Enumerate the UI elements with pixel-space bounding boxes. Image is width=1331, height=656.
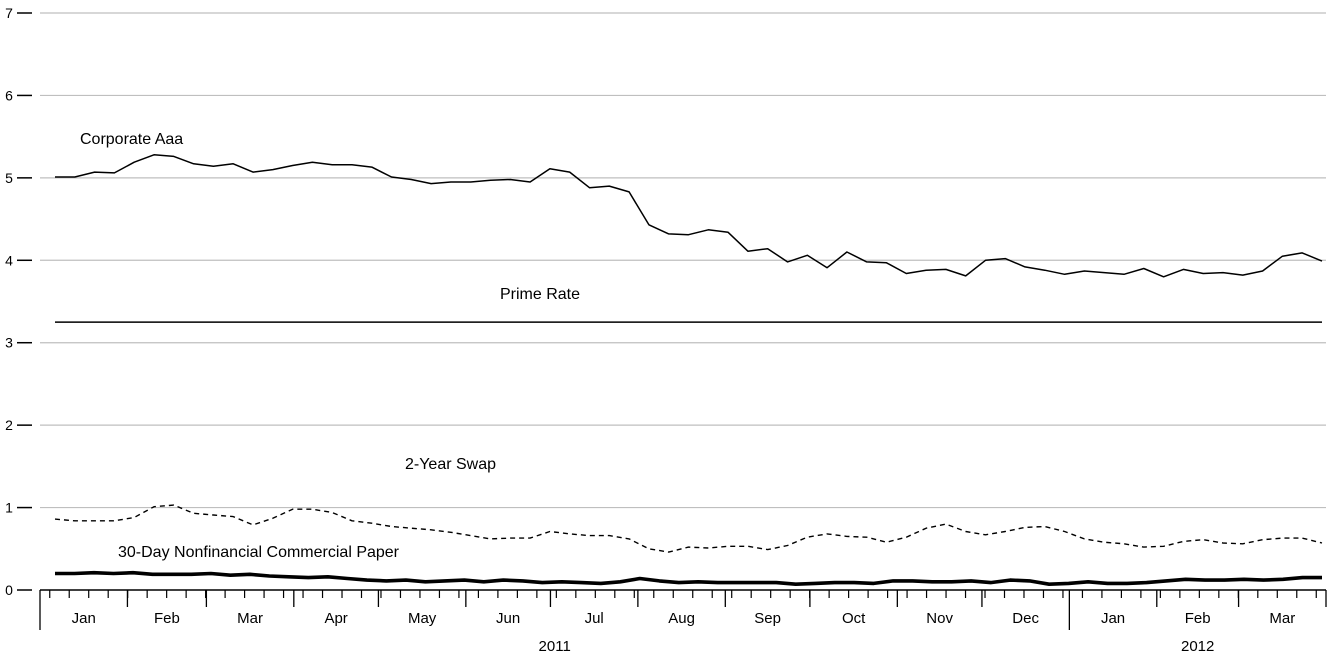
series-line-30-day-nonfinancial-commercial-paper	[55, 570, 1322, 587]
ytick-label-5: 5	[5, 170, 13, 186]
month-label-nov: Nov	[926, 610, 953, 627]
series-line-2-year-swap	[54, 504, 1323, 553]
series-label-2-year-swap: 2-Year Swap	[405, 456, 496, 473]
month-label-jun: Jun	[496, 610, 520, 627]
month-label-sep: Sep	[754, 610, 781, 627]
series-label-commercial-paper: 30-Day Nonfinancial Commercial Paper	[118, 544, 400, 561]
month-label-jan: Jan	[72, 610, 96, 627]
y-axis: 0 1 2 3 4 5 6 7	[5, 5, 32, 598]
year-label-2012: 2012	[1181, 638, 1214, 655]
month-label-feb: Feb	[1185, 610, 1211, 627]
series-label-prime-rate: Prime Rate	[500, 286, 580, 303]
series-label-corporate-aaa: Corporate Aaa	[80, 131, 183, 148]
ytick-label-2: 2	[5, 417, 13, 433]
month-label-may: May	[408, 610, 437, 627]
ytick-label-4: 4	[5, 252, 13, 268]
month-label-mar: Mar	[237, 610, 263, 627]
month-label-oct: Oct	[842, 610, 866, 627]
ytick-label-1: 1	[5, 500, 13, 516]
month-label-jan: Jan	[1101, 610, 1125, 627]
x-axis: Jan Feb Mar Apr May Jun Jul Aug Sep Oct Nov Dec Jan F…	[39, 589, 1327, 655]
ytick-label-3: 3	[5, 335, 13, 351]
month-label-jul: Jul	[585, 610, 604, 627]
gridlines	[40, 12, 1326, 509]
ytick-label-6: 6	[5, 87, 13, 103]
month-label-aug: Aug	[668, 610, 695, 627]
month-label-apr: Apr	[324, 610, 347, 627]
series-labels: Corporate Aaa Prime Rate 2-Year Swap 30-…	[80, 131, 580, 561]
year-label-2011: 2011	[539, 638, 571, 655]
month-label-mar: Mar	[1269, 610, 1295, 627]
ytick-label-0: 0	[5, 582, 13, 598]
month-label-feb: Feb	[154, 610, 180, 627]
series-lines	[54, 154, 1323, 587]
ytick-label-7: 7	[5, 5, 13, 21]
month-label-dec: Dec	[1012, 610, 1039, 627]
series-line-corporate-aaa	[55, 154, 1323, 278]
